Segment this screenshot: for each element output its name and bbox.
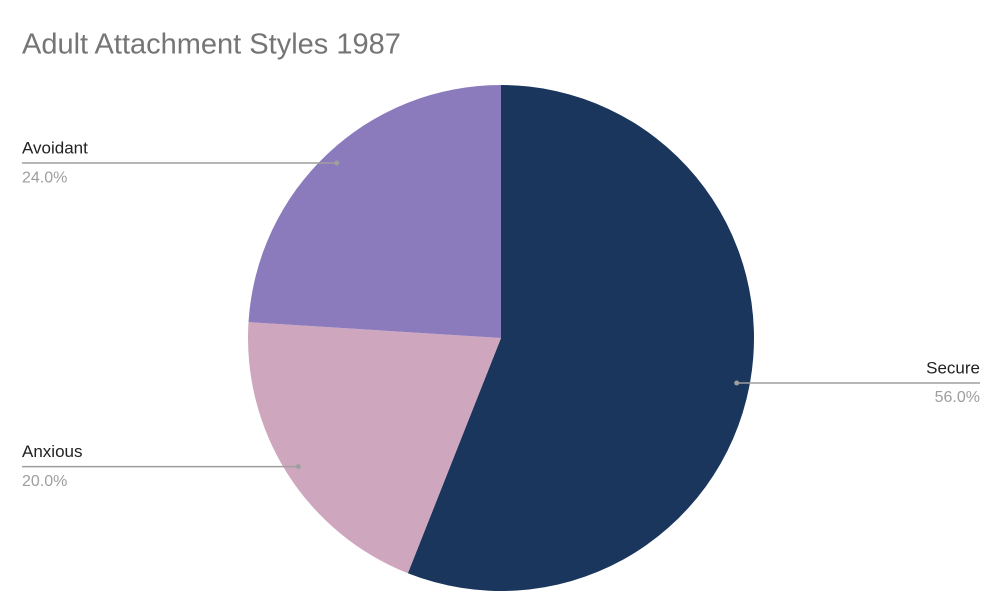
slice-value-label: 20.0%	[22, 473, 67, 490]
pie-slice	[248, 85, 501, 338]
leader-dot	[334, 160, 340, 166]
pie-slice	[248, 322, 501, 574]
leader-dot	[734, 380, 740, 386]
slice-label: Avoidant	[22, 139, 88, 158]
chart-title: Adult Attachment Styles 1987	[22, 29, 401, 61]
slice-label: Secure	[926, 358, 980, 377]
slice-value-label: 24.0%	[22, 169, 67, 186]
pie-slice	[407, 85, 754, 591]
leader-dot	[295, 464, 301, 470]
slice-label: Anxious	[22, 442, 82, 461]
slice-value-label: 56.0%	[935, 389, 980, 406]
